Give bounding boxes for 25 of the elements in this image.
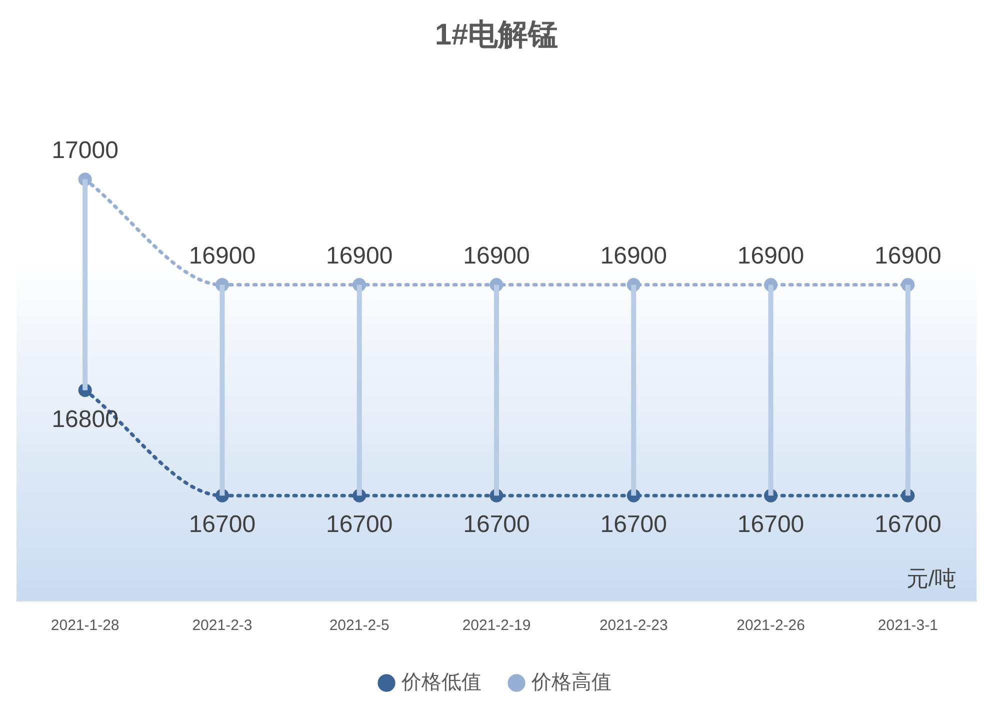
data-label: 16700 xyxy=(326,511,393,538)
x-tick-label: 2021-2-19 xyxy=(462,617,531,634)
data-label: 16900 xyxy=(463,242,530,270)
x-tick-label: 2021-3-1 xyxy=(878,617,938,634)
data-label: 16900 xyxy=(188,242,256,270)
data-label: 16700 xyxy=(188,511,256,538)
x-tick-label: 2021-2-5 xyxy=(329,617,390,634)
data-label: 16700 xyxy=(600,511,668,538)
legend-label: 价格高值 xyxy=(530,670,612,694)
data-label: 16700 xyxy=(874,511,942,538)
data-label: 16800 xyxy=(52,406,118,433)
x-tick-label: 2021-2-26 xyxy=(736,617,805,634)
x-tick-label: 2021-2-23 xyxy=(599,617,668,634)
data-label: 16900 xyxy=(600,242,668,270)
x-tick-label: 2021-2-3 xyxy=(192,617,252,634)
text: 元/吨 xyxy=(906,566,956,592)
data-label: 16700 xyxy=(737,511,804,538)
data-label: 16900 xyxy=(874,242,942,270)
x-tick-label: 2021-1-28 xyxy=(50,617,120,634)
data-label: 17000 xyxy=(52,137,118,164)
data-label: 16700 xyxy=(463,511,530,538)
data-label: 16900 xyxy=(326,242,393,270)
data-label: 16900 xyxy=(737,242,804,270)
legend-label: 价格低值 xyxy=(400,672,482,694)
chart-title: 1#电解锰 xyxy=(434,18,558,52)
